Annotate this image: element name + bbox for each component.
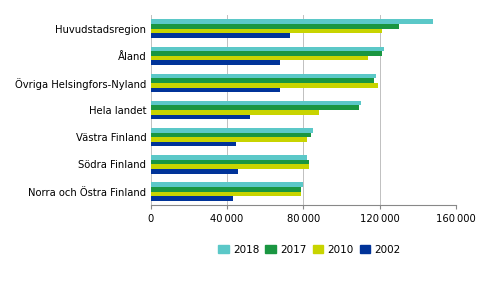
Legend: 2018, 2017, 2010, 2002: 2018, 2017, 2010, 2002 [214,241,405,259]
Bar [151,56,368,60]
Bar [151,137,307,142]
Bar [151,51,382,56]
Bar [151,196,233,201]
Bar [151,83,378,88]
Bar [151,105,359,110]
Bar [151,29,382,33]
Bar [151,33,290,38]
Bar [151,169,239,174]
Bar [151,115,250,119]
Bar [151,133,311,137]
Bar [151,191,301,196]
Bar [151,155,307,160]
Bar [151,128,313,133]
Bar [151,182,303,187]
Bar [151,187,301,191]
Bar [151,142,237,146]
Bar [151,74,376,78]
Bar [151,19,433,24]
Bar [151,164,309,169]
Bar [151,110,319,115]
Bar [151,78,374,83]
Bar [151,101,360,105]
Bar [151,60,280,65]
Bar [151,88,280,92]
Bar [151,47,383,51]
Bar [151,24,399,29]
Bar [151,160,309,164]
